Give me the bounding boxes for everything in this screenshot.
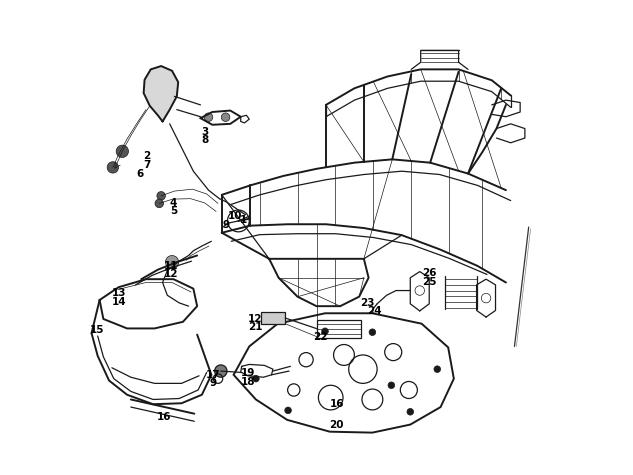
Text: 20: 20 xyxy=(330,419,344,429)
Text: 14: 14 xyxy=(111,297,127,307)
Circle shape xyxy=(285,407,291,414)
Text: 21: 21 xyxy=(248,323,262,332)
Text: 26: 26 xyxy=(422,268,437,278)
Text: 9: 9 xyxy=(222,220,229,230)
Text: 23: 23 xyxy=(360,298,375,308)
Text: 24: 24 xyxy=(367,306,382,316)
Circle shape xyxy=(407,408,413,415)
Circle shape xyxy=(204,113,213,122)
Text: 17: 17 xyxy=(206,370,220,380)
Circle shape xyxy=(434,366,441,372)
Text: 13: 13 xyxy=(112,288,126,298)
Polygon shape xyxy=(144,66,179,122)
Circle shape xyxy=(157,191,165,200)
Text: 6: 6 xyxy=(137,169,144,179)
Circle shape xyxy=(369,329,376,335)
Text: 22: 22 xyxy=(313,332,327,342)
Circle shape xyxy=(322,328,329,334)
Circle shape xyxy=(253,375,259,382)
Text: 1: 1 xyxy=(239,215,247,225)
Circle shape xyxy=(155,199,163,208)
Text: 16: 16 xyxy=(157,411,172,421)
Text: 4: 4 xyxy=(170,199,177,209)
Text: 15: 15 xyxy=(89,325,104,335)
Circle shape xyxy=(107,162,118,173)
Bar xyxy=(317,320,361,338)
Text: 7: 7 xyxy=(143,160,151,170)
Text: 12: 12 xyxy=(248,314,262,324)
Circle shape xyxy=(215,365,227,377)
Text: 25: 25 xyxy=(422,276,437,286)
Text: 8: 8 xyxy=(201,135,209,145)
Circle shape xyxy=(388,382,394,389)
Text: 18: 18 xyxy=(241,377,256,387)
Text: 9: 9 xyxy=(210,378,216,388)
Text: 16: 16 xyxy=(330,399,344,409)
Circle shape xyxy=(116,145,128,157)
Circle shape xyxy=(165,256,179,269)
Text: 3: 3 xyxy=(201,127,209,137)
Text: 10: 10 xyxy=(228,211,242,221)
Text: 5: 5 xyxy=(170,207,177,217)
Text: 2: 2 xyxy=(143,151,151,161)
Circle shape xyxy=(222,113,230,122)
Text: 11: 11 xyxy=(164,261,179,271)
Text: 19: 19 xyxy=(241,369,256,379)
Text: 12: 12 xyxy=(164,269,179,279)
Bar xyxy=(261,313,285,323)
